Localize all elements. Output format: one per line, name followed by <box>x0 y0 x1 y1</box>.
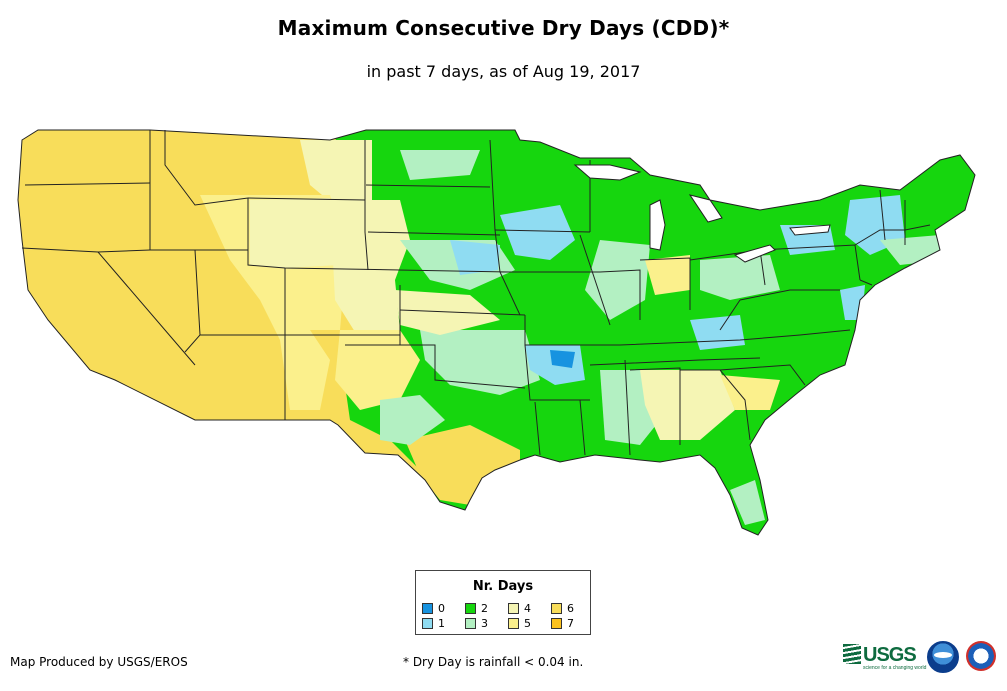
legend-label: 6 <box>567 602 574 615</box>
cdd-region <box>250 198 340 268</box>
lake-huron <box>688 194 723 223</box>
lake-ontario <box>789 224 831 236</box>
cdd-region <box>300 140 372 210</box>
cdd-region <box>335 330 420 410</box>
usgs-logo: USGS science for a changing world <box>843 644 926 671</box>
legend-swatch <box>551 603 562 614</box>
legend-swatch <box>551 618 562 629</box>
legend-item: 4 <box>508 603 531 615</box>
legend-swatch <box>422 603 433 614</box>
cdd-region <box>690 315 745 350</box>
map-subtitle: in past 7 days, as of Aug 19, 2017 <box>366 62 641 81</box>
cdd-region <box>500 205 575 260</box>
agency-logos: USGS science for a changing world <box>843 638 1003 678</box>
lake-michigan <box>649 199 666 251</box>
legend-label: 2 <box>481 602 488 615</box>
cdd-region <box>645 255 690 295</box>
cdd-region <box>700 255 780 300</box>
cdd-region <box>420 330 540 395</box>
cdd-region <box>330 200 410 340</box>
legend-label: 1 <box>438 617 445 630</box>
legend-title: Nr. Days <box>472 579 534 594</box>
lake-superior <box>573 164 642 181</box>
legend-swatch <box>465 618 476 629</box>
legend: Nr. Days 0 1 2 3 4 5 6 7 <box>415 570 591 635</box>
legend-item: 2 <box>465 603 488 615</box>
legend-item: 3 <box>465 618 488 630</box>
legend-label: 0 <box>438 602 445 615</box>
legend-item: 0 <box>422 603 445 615</box>
state-borders <box>17 129 976 536</box>
legend-item: 5 <box>508 618 531 630</box>
legend-swatch <box>465 603 476 614</box>
legend-item: 7 <box>551 618 574 630</box>
footnote-text: * Dry Day is rainfall < 0.04 in. <box>403 655 584 669</box>
legend-item: 6 <box>551 603 574 615</box>
lake-erie <box>733 244 776 263</box>
cdd-region <box>730 480 765 525</box>
cdd-region <box>285 270 345 330</box>
cdd-region <box>395 290 500 335</box>
cdd-region <box>400 150 480 180</box>
great-lakes <box>573 164 831 263</box>
credit-text: Map Produced by USGS/EROS <box>10 655 188 669</box>
legend-label: 5 <box>524 617 531 630</box>
cdd-region <box>640 370 735 440</box>
noaa-logo <box>927 641 959 673</box>
cdd-region <box>720 375 780 410</box>
legend-label: 7 <box>567 617 574 630</box>
legend-label: 3 <box>481 617 488 630</box>
cdd-region <box>550 350 575 368</box>
cdd-field <box>18 130 975 535</box>
cdd-region <box>405 425 520 505</box>
usgs-logo-text: USGS <box>863 644 917 666</box>
legend-swatch <box>508 618 519 629</box>
legend-label: 4 <box>524 602 531 615</box>
usgs-tagline: science for a changing world <box>863 665 927 671</box>
legend-swatch <box>422 618 433 629</box>
map-title: Maximum Consecutive Dry Days (CDD)* <box>277 16 730 40</box>
nws-logo <box>966 641 996 671</box>
cdd-region <box>450 240 500 275</box>
cdd-region <box>380 395 445 445</box>
legend-item: 1 <box>422 618 445 630</box>
usgs-wave-icon <box>843 644 861 664</box>
legend-swatch <box>508 603 519 614</box>
